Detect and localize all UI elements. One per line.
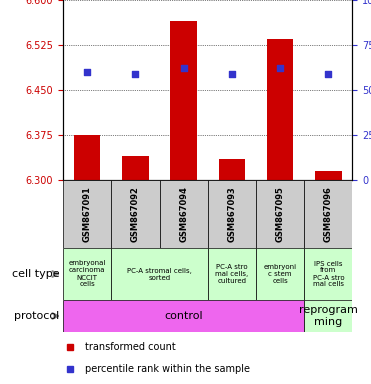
Bar: [315, 171, 342, 180]
Bar: [160, 180, 208, 248]
Bar: [304, 300, 352, 332]
Text: percentile rank within the sample: percentile rank within the sample: [85, 364, 250, 374]
Point: [132, 71, 138, 77]
Text: protocol: protocol: [14, 311, 59, 321]
Text: cell type: cell type: [12, 269, 59, 279]
Point: [229, 71, 235, 77]
Bar: [219, 159, 245, 180]
Text: GSM867096: GSM867096: [324, 186, 333, 242]
Point: [181, 65, 187, 71]
Text: GSM867094: GSM867094: [179, 186, 188, 242]
Bar: [170, 21, 197, 180]
Bar: [256, 248, 304, 300]
Point: [325, 71, 331, 77]
Text: transformed count: transformed count: [85, 341, 176, 352]
Bar: [208, 180, 256, 248]
Bar: [267, 39, 293, 180]
Text: GSM867091: GSM867091: [83, 186, 92, 242]
Text: reprogram
ming: reprogram ming: [299, 305, 358, 327]
Text: GSM867092: GSM867092: [131, 186, 140, 242]
Bar: [304, 180, 352, 248]
Text: PC-A stromal cells,
sorted: PC-A stromal cells, sorted: [127, 268, 192, 280]
Bar: [122, 156, 149, 180]
Bar: [63, 300, 304, 332]
Bar: [74, 135, 101, 180]
Text: IPS cells
from
PC-A stro
mal cells: IPS cells from PC-A stro mal cells: [312, 260, 344, 288]
Text: PC-A stro
mal cells,
cultured: PC-A stro mal cells, cultured: [215, 264, 249, 284]
Bar: [63, 180, 111, 248]
Text: embryonal
carcinoma
NCCIT
cells: embryonal carcinoma NCCIT cells: [69, 260, 106, 288]
Bar: [111, 248, 208, 300]
Bar: [63, 248, 111, 300]
Bar: [111, 180, 160, 248]
Point: [277, 65, 283, 71]
Bar: [304, 248, 352, 300]
Bar: [256, 180, 304, 248]
Bar: [208, 248, 256, 300]
Point: [84, 69, 90, 75]
Text: control: control: [164, 311, 203, 321]
Text: GSM867093: GSM867093: [227, 186, 236, 242]
Text: GSM867095: GSM867095: [276, 186, 285, 242]
Text: embryoni
c stem
cells: embryoni c stem cells: [263, 264, 297, 284]
